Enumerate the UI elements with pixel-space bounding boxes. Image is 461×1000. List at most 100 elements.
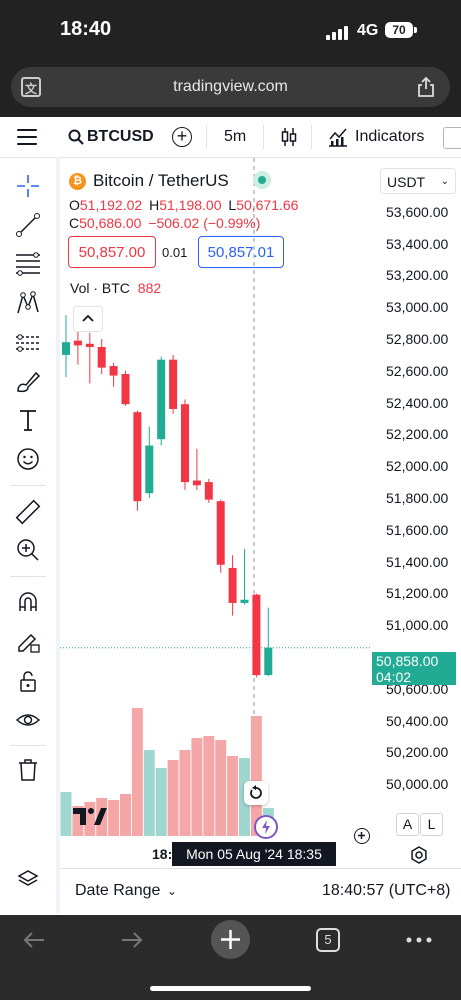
price-tick-label: 51,000.00 [386, 617, 449, 634]
candle-body [228, 567, 237, 603]
high-value: 51,198.00 [159, 197, 222, 213]
clock-timezone[interactable]: 18:40:57 (UTC+8) [322, 882, 451, 899]
spread-value: 0.01 [162, 245, 188, 260]
crosshair-icon[interactable] [14, 172, 42, 200]
layers-icon[interactable] [16, 868, 40, 892]
price-tick-label: 51,400.00 [386, 553, 449, 570]
low-key: L [228, 197, 237, 213]
toolbar-divider [206, 125, 207, 149]
auto-scale-button[interactable]: A [396, 813, 419, 836]
currency-select[interactable]: USDT ⌄ [380, 168, 456, 194]
volume-label: Vol · BTC [70, 280, 130, 296]
search-icon[interactable] [68, 129, 84, 145]
back-icon[interactable] [20, 928, 48, 952]
tradingview-logo-icon[interactable] [72, 804, 108, 828]
volume-bar [131, 708, 143, 836]
trash-icon[interactable] [14, 756, 42, 784]
candle-body [85, 343, 94, 347]
candle-body [157, 359, 166, 440]
last-price-label: 50,858.00 04:02 [372, 652, 456, 685]
price-tick-label: 50,200.00 [386, 744, 449, 761]
lock-drawings-icon[interactable] [14, 628, 42, 656]
toolbar-divider [263, 125, 264, 149]
buy-button[interactable]: 50,857.01 [198, 236, 284, 268]
chart-type-candles-icon[interactable] [281, 125, 297, 149]
reset-chart-button[interactable] [244, 781, 268, 805]
emoji-icon[interactable] [14, 445, 42, 473]
chevron-down-icon: ⌄ [166, 884, 177, 898]
gear-icon[interactable] [410, 846, 428, 864]
last-price-value: 50,858.00 [376, 653, 439, 669]
indicators-button[interactable]: Indicators [355, 128, 425, 145]
hide-drawings-icon[interactable] [14, 706, 42, 734]
symbol-title[interactable]: Bitcoin / TetherUS [93, 171, 229, 190]
ohlc-row-1: O51,192.02 H51,198.00 L50,671.66 [69, 197, 298, 213]
indicators-icon[interactable] [327, 126, 349, 148]
candle-body [204, 482, 213, 500]
status-time: 18:40 [60, 18, 112, 40]
volume-value: 882 [137, 280, 162, 296]
replay-icon[interactable] [254, 815, 278, 839]
volume-bar [108, 800, 120, 836]
pattern-tool-icon[interactable] [14, 289, 42, 317]
sell-button[interactable]: 50,857.00 [68, 236, 156, 268]
url-text[interactable]: tradingview.com [173, 78, 288, 95]
candle-body [62, 342, 70, 355]
volume-bar [155, 768, 167, 836]
candle-body [133, 412, 142, 502]
time-axis-label: 18: [152, 846, 173, 862]
add-alert-icon[interactable] [354, 828, 370, 844]
magnet-icon[interactable] [14, 589, 42, 617]
brush-icon[interactable] [14, 367, 42, 395]
chart-frame [56, 157, 461, 913]
share-icon[interactable] [415, 76, 437, 98]
candle-body [216, 501, 225, 565]
text-tool-icon[interactable] [14, 406, 42, 434]
candle-body [73, 340, 82, 346]
forward-icon[interactable] [118, 928, 146, 952]
unlock-icon[interactable] [14, 667, 42, 695]
volume-bar [167, 760, 179, 836]
date-range-button[interactable]: Date Range ⌄ [75, 882, 177, 900]
candle-body [240, 599, 249, 603]
compare-symbol-icon[interactable]: + [172, 127, 192, 147]
interval-button[interactable]: 5m [224, 128, 247, 145]
new-tab-button[interactable] [211, 920, 250, 959]
plus-icon [221, 930, 240, 949]
toolbar-divider [10, 576, 46, 577]
volume-bar [191, 738, 203, 836]
ruler-icon[interactable] [14, 498, 42, 526]
toolbar-divider [311, 125, 312, 149]
price-tick-label: 50,000.00 [386, 776, 449, 793]
menu-icon[interactable] [17, 129, 37, 150]
trend-line-icon[interactable] [14, 211, 42, 239]
signal-icon [326, 26, 352, 40]
collapse-legend-button[interactable] [73, 306, 103, 332]
prediction-tool-icon[interactable] [14, 329, 42, 357]
url-bar[interactable]: tradingview.com 文 [11, 67, 450, 107]
more-menu-icon[interactable] [405, 935, 433, 945]
price-tick-label: 51,600.00 [386, 521, 449, 538]
battery-icon: 70 [385, 22, 417, 38]
price-tick-label: 53,400.00 [386, 235, 449, 252]
price-tick-label: 53,000.00 [386, 299, 449, 316]
fib-retracement-icon[interactable] [14, 249, 42, 277]
drawing-toolbar [0, 158, 56, 915]
open-key: O [69, 197, 80, 213]
price-tick-label: 52,000.00 [386, 458, 449, 475]
change-value: −506.02 (−0.99%) [148, 215, 261, 231]
currency-value: USDT [387, 174, 426, 190]
symbol-search-button[interactable]: BTCUSD [87, 128, 154, 145]
tabs-button[interactable]: 5 [316, 928, 340, 952]
templates-icon[interactable] [443, 127, 461, 149]
volume-bar [72, 806, 84, 836]
volume-bar [120, 794, 131, 836]
zoom-in-icon[interactable] [14, 536, 42, 564]
chart-pane[interactable] [60, 158, 461, 838]
high-key: H [149, 197, 160, 213]
log-scale-button[interactable]: L [420, 813, 443, 836]
translate-icon[interactable]: 文 [21, 77, 41, 97]
chevron-down-icon: ⌄ [440, 176, 449, 187]
status-bar: 18:40 4G 70 [0, 0, 461, 60]
candle-body [264, 647, 273, 676]
